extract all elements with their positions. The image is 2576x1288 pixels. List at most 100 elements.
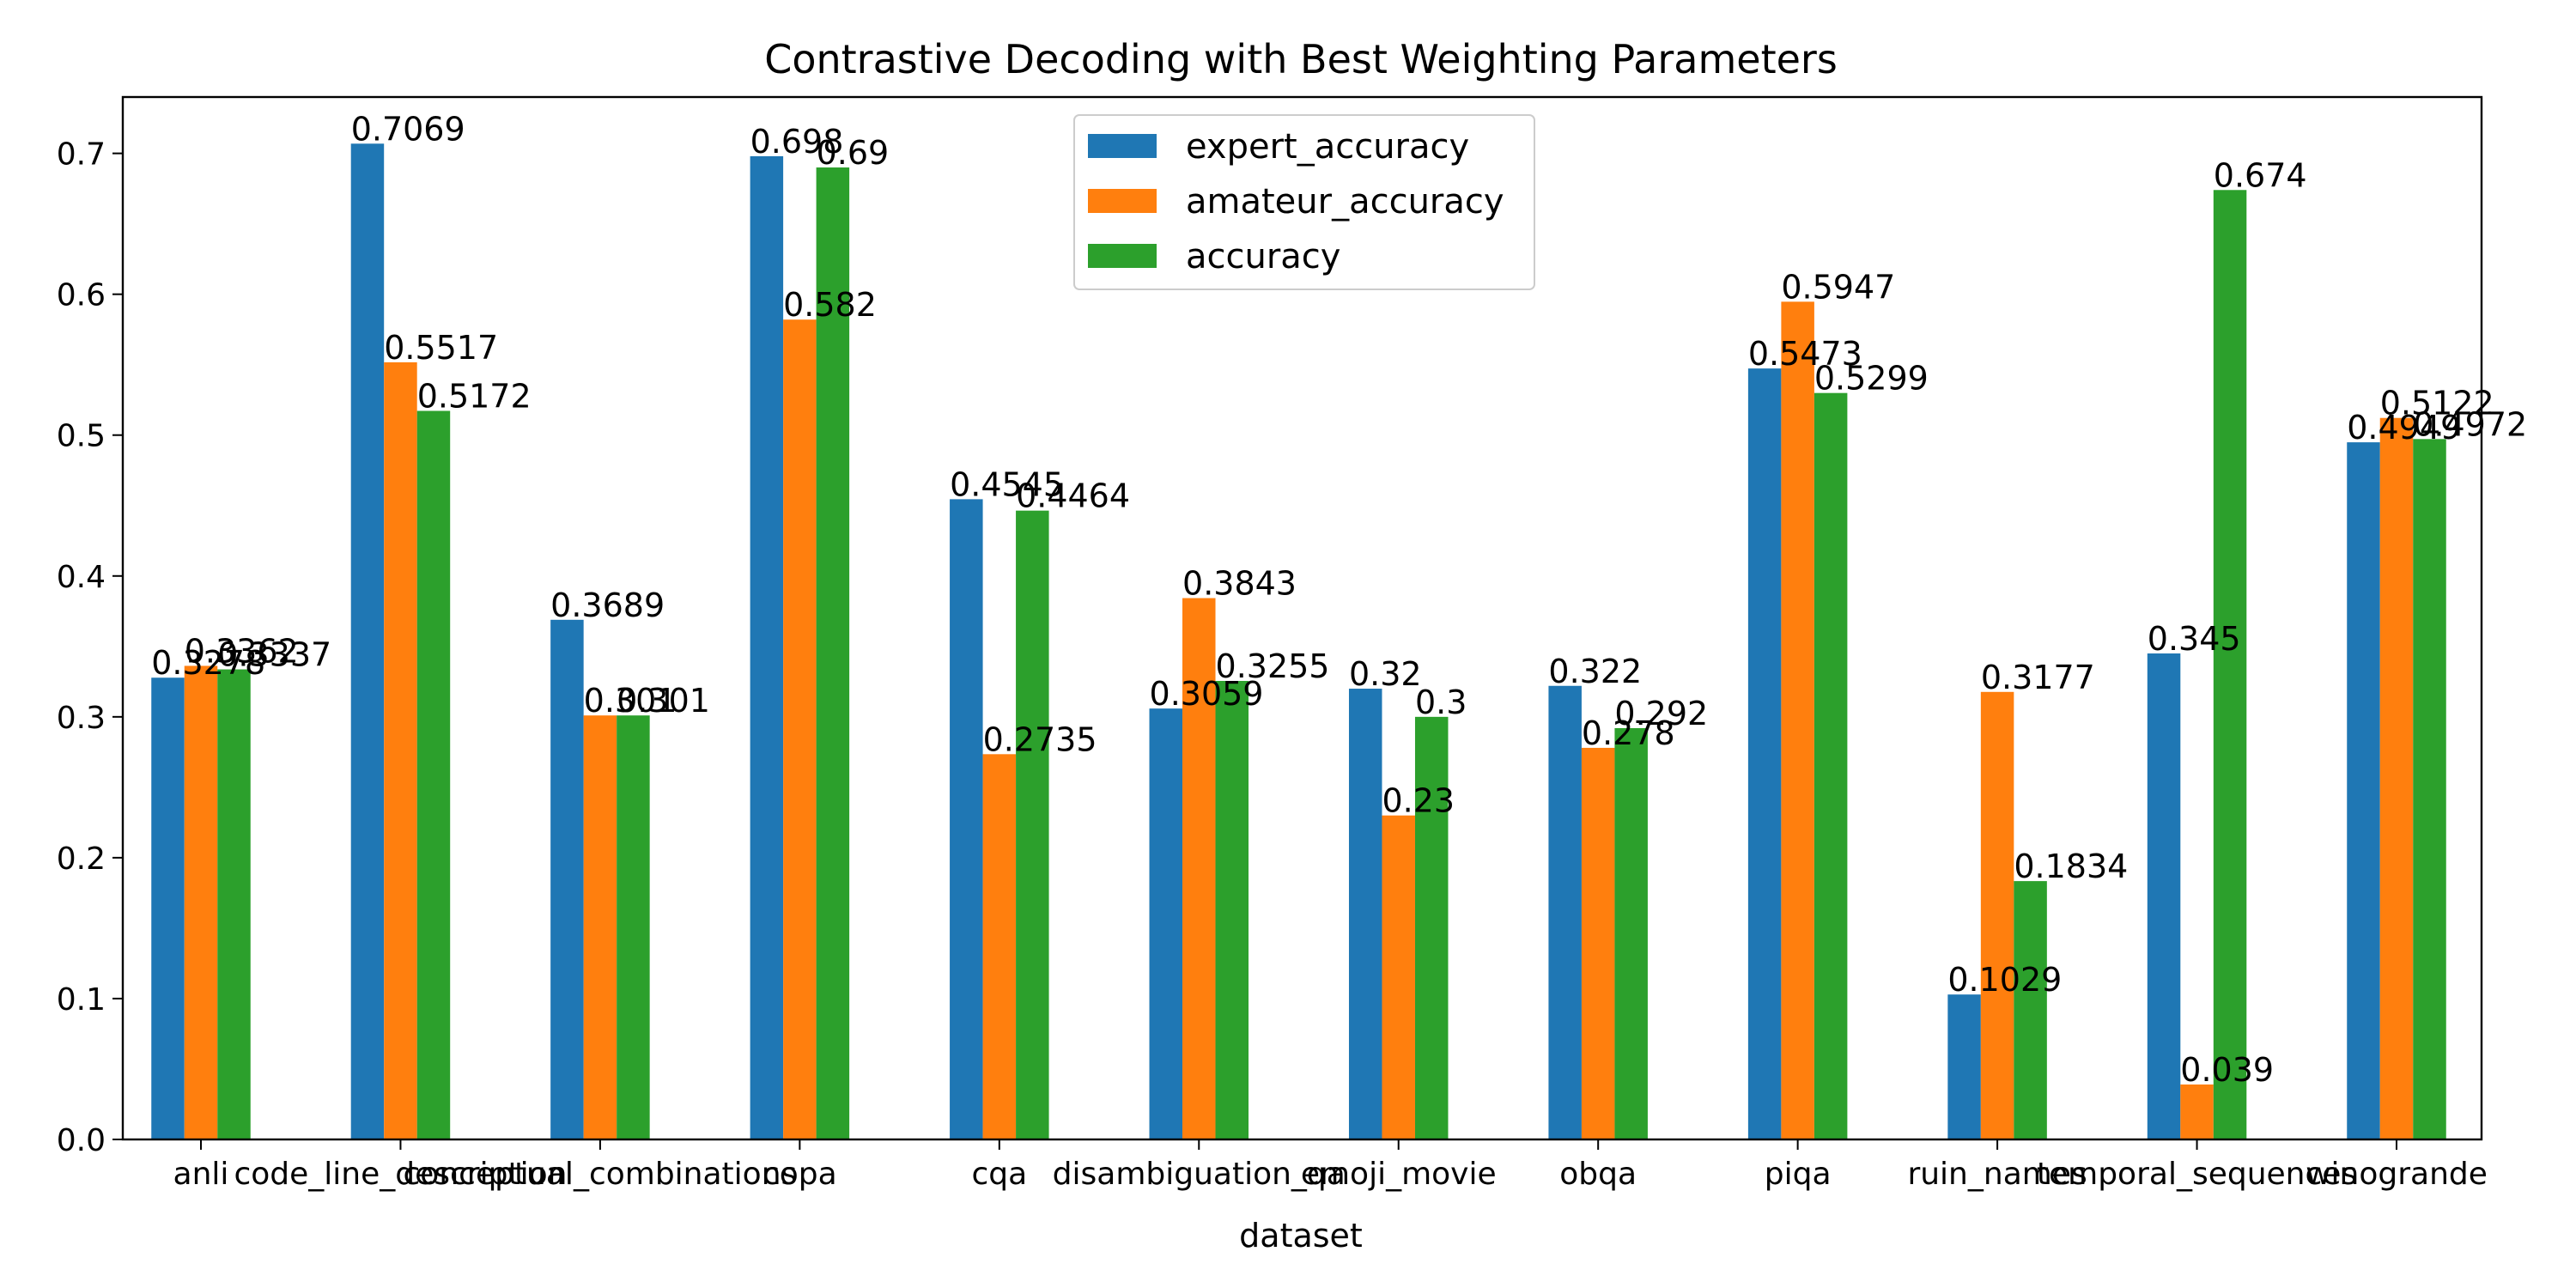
bar-amateur_accuracy-emoji_movie (1382, 815, 1415, 1139)
bar-amateur_accuracy-winogrande (2379, 417, 2414, 1140)
bar-amateur_accuracy-code_line_description (384, 361, 417, 1139)
data-label-amateur_accuracy-ruin_names: 0.3177 (1981, 659, 2095, 696)
bar-amateur_accuracy-disambiguation_qa (1182, 598, 1216, 1139)
data-label-expert_accuracy-piqa: 0.5473 (1748, 335, 1862, 373)
data-label-expert_accuracy-ruin_names: 0.1029 (1947, 961, 2062, 999)
data-label-accuracy-copa: 0.69 (817, 134, 890, 172)
bar-accuracy-disambiguation_qa (1215, 681, 1249, 1139)
data-label-amateur_accuracy-conceptual_combinations: 0.301 (584, 682, 677, 720)
data-label-expert_accuracy-anli: 0.3278 (151, 644, 265, 682)
data-label-expert_accuracy-conceptual_combinations: 0.3689 (550, 586, 665, 624)
x-tick-label-temporal_sequences: temporal_sequences (2037, 1157, 2357, 1192)
data-label-accuracy-winogrande: 0.4972 (2413, 405, 2527, 443)
bar-amateur_accuracy-copa (783, 319, 817, 1140)
y-tick-label: 0.6 (57, 278, 106, 313)
data-label-amateur_accuracy-copa: 0.582 (783, 286, 877, 324)
bar-expert_accuracy-disambiguation_qa (1149, 708, 1183, 1139)
data-label-accuracy-piqa: 0.5299 (1814, 360, 1929, 398)
bar-accuracy-ruin_names (2014, 881, 2047, 1139)
bar-expert_accuracy-emoji_movie (1348, 689, 1382, 1139)
legend-label-expert_accuracy: expert_accuracy (1186, 127, 1469, 167)
bar-expert_accuracy-anli (151, 677, 185, 1139)
data-label-expert_accuracy-winogrande: 0.4949 (2347, 409, 2461, 447)
data-label-accuracy-conceptual_combinations: 0.301 (617, 682, 710, 720)
bar-accuracy-anli (217, 669, 251, 1139)
x-tick-label-code_line_description: code_line_description (234, 1157, 567, 1192)
x-tick-label-emoji_movie: emoji_movie (1301, 1157, 1497, 1192)
data-label-amateur_accuracy-disambiguation_qa: 0.3843 (1182, 565, 1297, 603)
y-tick-label: 0.4 (57, 560, 106, 595)
legend-box (1073, 114, 1535, 290)
bar-expert_accuracy-code_line_description (350, 143, 385, 1139)
legend-label-amateur_accuracy: amateur_accuracy (1186, 182, 1504, 222)
bar-accuracy-obqa (1614, 727, 1648, 1139)
data-label-expert_accuracy-disambiguation_qa: 0.3059 (1150, 675, 1264, 713)
bar-amateur_accuracy-ruin_names (1980, 691, 2014, 1139)
y-tick-label: 0.2 (57, 841, 106, 877)
data-label-amateur_accuracy-emoji_movie: 0.23 (1382, 782, 1455, 820)
data-label-expert_accuracy-emoji_movie: 0.32 (1349, 655, 1422, 693)
data-label-accuracy-ruin_names: 0.1834 (2014, 848, 2128, 885)
x-tick-label-anli: anli (173, 1157, 229, 1192)
data-label-amateur_accuracy-anli: 0.3362 (185, 632, 299, 670)
bar-amateur_accuracy-anli (184, 665, 218, 1139)
bar-accuracy-temporal_sequences (2213, 190, 2247, 1139)
bar-amateur_accuracy-conceptual_combinations (583, 715, 617, 1139)
y-tick-label: 0.0 (57, 1123, 106, 1158)
bar-accuracy-emoji_movie (1414, 716, 1449, 1139)
bar-amateur_accuracy-cqa (982, 754, 1017, 1139)
x-tick-label-conceptual_combinations: conceptual_combinations (404, 1157, 798, 1192)
y-tick-label: 0.3 (57, 701, 106, 736)
x-tick-label-disambiguation_qa: disambiguation_qa (1053, 1157, 1346, 1192)
plot-frame (121, 95, 2483, 1141)
x-tick-label-winogrande: winogrande (2306, 1157, 2488, 1192)
bar-accuracy-conceptual_combinations (617, 715, 650, 1139)
y-tick-label: 0.7 (57, 137, 106, 173)
bar-amateur_accuracy-obqa (1581, 747, 1615, 1139)
bar-expert_accuracy-conceptual_combinations (550, 619, 584, 1139)
data-label-expert_accuracy-temporal_sequences: 0.345 (2148, 620, 2241, 658)
x-tick-label-ruin_names: ruin_names (1907, 1157, 2087, 1192)
bar-expert_accuracy-piqa (1747, 368, 1782, 1139)
legend-swatch-accuracy (1088, 244, 1157, 268)
bar-accuracy-cqa (1016, 510, 1049, 1139)
legend: expert_accuracy amateur_accuracy accuracy (1073, 114, 1535, 290)
bar-accuracy-piqa (1814, 392, 1848, 1139)
bar-expert_accuracy-ruin_names (1947, 994, 1981, 1139)
x-tick-label-piqa: piqa (1765, 1157, 1832, 1192)
bar-expert_accuracy-obqa (1548, 685, 1582, 1139)
axes-layer: 0.0 0.1 0.2 0.3 0.4 0.5 0.6 0.7 anli code_line_de… (57, 95, 2488, 1192)
x-tick-label-cqa: cqa (971, 1157, 1027, 1192)
data-label-accuracy-cqa: 0.4464 (1016, 477, 1130, 515)
data-label-amateur_accuracy-code_line_description: 0.5517 (384, 329, 498, 367)
x-tick-label-obqa: obqa (1559, 1157, 1637, 1192)
data-label-accuracy-code_line_description: 0.5172 (417, 378, 532, 416)
data-label-amateur_accuracy-piqa: 0.5947 (1781, 268, 1895, 306)
bar-expert_accuracy-winogrande (2347, 442, 2380, 1139)
data-label-amateur_accuracy-temporal_sequences: 0.039 (2180, 1051, 2274, 1089)
data-label-accuracy-obqa: 0.292 (1614, 695, 1708, 732)
bar-accuracy-winogrande (2413, 439, 2446, 1139)
bars-layer (151, 143, 2446, 1140)
data-label-amateur_accuracy-winogrande: 0.5122 (2380, 385, 2494, 422)
legend-swatch-expert_accuracy (1088, 134, 1157, 158)
legend-swatch-amateur_accuracy (1088, 189, 1157, 213)
bar-amateur_accuracy-piqa (1781, 301, 1814, 1139)
data-label-accuracy-disambiguation_qa: 0.3255 (1216, 647, 1330, 685)
y-tick-label: 0.5 (57, 419, 106, 454)
legend-label-accuracy: accuracy (1186, 237, 1340, 276)
bar-expert_accuracy-temporal_sequences (2147, 653, 2181, 1139)
bar-amateur_accuracy-temporal_sequences (2180, 1084, 2214, 1139)
data-label-expert_accuracy-code_line_description: 0.7069 (351, 110, 465, 148)
data-label-amateur_accuracy-obqa: 0.278 (1582, 714, 1675, 752)
bar-expert_accuracy-cqa (950, 499, 983, 1139)
data-label-expert_accuracy-copa: 0.698 (750, 123, 844, 161)
data-label-amateur_accuracy-cqa: 0.2735 (983, 720, 1097, 758)
data-label-accuracy-emoji_movie: 0.3 (1415, 683, 1467, 721)
bar-accuracy-copa (816, 167, 850, 1139)
bar-expert_accuracy-copa (750, 155, 784, 1139)
y-tick-label: 0.1 (57, 982, 106, 1018)
